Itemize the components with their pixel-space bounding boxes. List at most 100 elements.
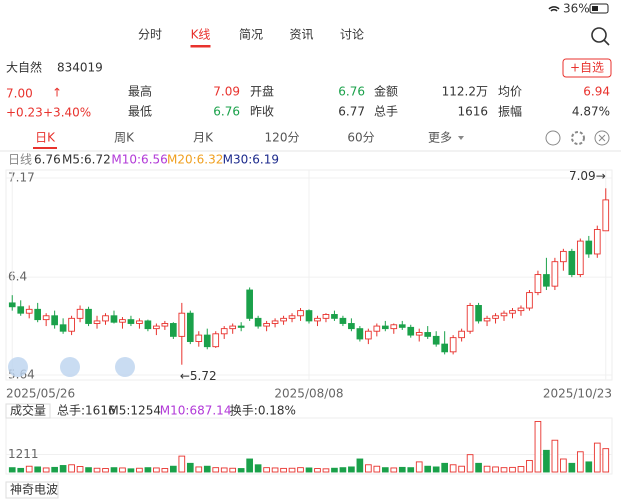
candle-body [195,334,203,342]
volume-bar [229,467,237,473]
volume-bar [136,467,143,473]
wifi-icon [548,6,560,12]
volume-bar [398,466,406,473]
change-pct: +3.40% [43,106,91,120]
candle-body [322,314,330,319]
volume-bar [271,467,279,473]
quote-value: 7.09 [213,85,240,99]
period-tab[interactable]: 日K [35,131,56,145]
period-tab[interactable]: 更多 [428,131,452,145]
volume-bar [560,458,567,473]
footer-tag[interactable] [5,481,59,499]
price-arrow: ↑ [52,86,62,100]
volume-bar [59,465,67,473]
volume-bar [93,467,101,473]
volume-bar [102,468,109,473]
volume-bar [161,468,169,473]
period-tab[interactable]: 周K [114,131,135,145]
volume-bar [237,468,245,473]
tool-icon[interactable] [545,130,561,146]
candle-body [51,315,58,326]
volume-bar [119,467,126,473]
period-underline [33,147,57,149]
volume-stat: 换手:0.18% [230,404,296,418]
volume-bar [602,448,610,473]
volume-bar [263,467,270,473]
candle-body [568,250,576,276]
candle-body [271,320,279,324]
x-tick-label: 2025/05/26 [6,387,75,401]
quote-label: 最低 [128,105,152,119]
candle-body [551,261,559,287]
candle-body [178,312,186,337]
volume-bar [322,468,330,473]
ma-value: M10:6.56 [111,153,167,167]
period-tab[interactable]: 120分 [265,131,300,145]
close-cross [598,134,606,142]
candle-body [441,343,448,353]
tab[interactable]: 讨论 [340,28,364,42]
watch-button[interactable] [562,58,612,78]
volume-bar [220,467,228,473]
candle-body [424,332,432,337]
candle-body [534,274,542,294]
volume-bar [288,467,296,473]
tab[interactable]: K线 [191,28,211,42]
candle-body [458,330,465,339]
low-annotation: ←5.72 [180,369,217,383]
candle-body [85,308,92,324]
candle-body [602,199,610,232]
candle-body [415,332,423,336]
volume-bar [365,464,372,473]
candle-body [212,333,220,348]
settings-icon[interactable] [571,131,585,145]
volume-bar [593,442,601,473]
change: +0.23 [6,106,43,120]
candle-body [407,326,415,336]
ma-value: M5:6.72 [62,153,111,167]
volume-bar [186,462,194,473]
candle-body [237,325,245,328]
candle-body [263,323,270,327]
candle-body [93,320,101,324]
footer-label: 神奇电波 [10,483,58,497]
candle-body [466,305,474,332]
quote-label: 金额 [374,84,398,99]
zoom-button[interactable] [8,357,28,377]
volume-bar [441,462,448,473]
expand-button[interactable] [60,357,80,377]
tab[interactable]: 资讯 [289,28,313,42]
volume-bar [466,454,474,473]
period-tab[interactable]: 月K [193,131,214,145]
volume-bar [170,465,177,473]
candle-body [449,337,457,353]
volume-bar [331,467,338,473]
volume-bar [534,420,542,473]
volume-stat: M10:687.14 [160,404,232,418]
tab[interactable]: 分时 [138,28,162,42]
fit-button[interactable] [115,357,135,377]
close-icon[interactable] [594,130,610,146]
candle-body [280,317,287,322]
candle-body [254,317,262,327]
volume-bar [543,449,550,473]
candle-body [339,317,347,324]
volume-bar [568,462,576,473]
quote-value: 6.94 [583,85,610,99]
volume-bar [144,467,152,473]
candle-body [8,302,16,308]
candle-body [246,289,253,319]
volume-bar [475,462,482,473]
tab[interactable]: 简况 [239,28,263,42]
candle-body [119,319,126,323]
volume-bar [432,466,440,473]
candle-body [348,323,355,330]
period-tab[interactable]: 60分 [347,131,374,145]
search-icon[interactable] [591,27,607,43]
volume-bar [178,455,186,473]
candle-body [25,308,33,314]
price-chart: 7.176.45.642025/05/262025/08/082025/10/2… [6,169,612,401]
candle-body [475,305,482,322]
